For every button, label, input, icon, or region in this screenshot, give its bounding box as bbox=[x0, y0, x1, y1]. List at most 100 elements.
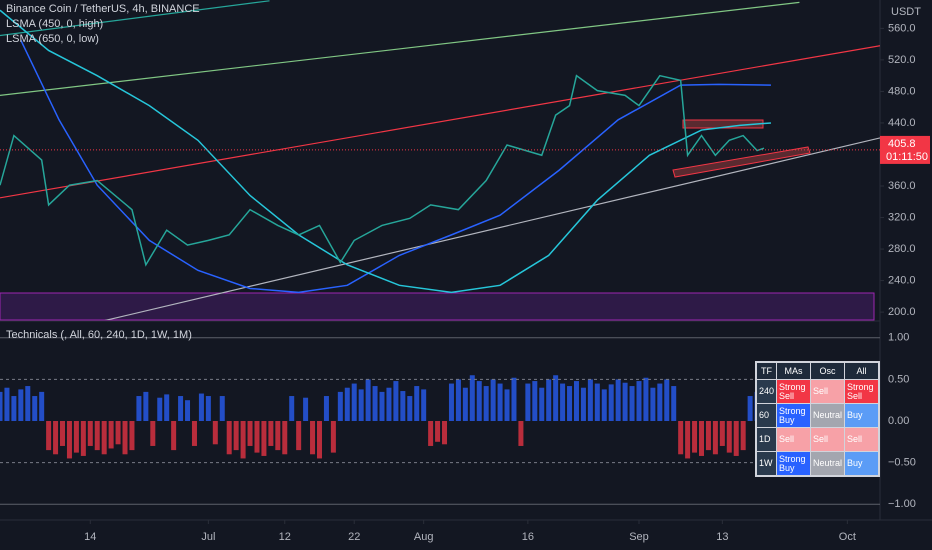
oscillator-bar bbox=[553, 375, 559, 421]
trend-line bbox=[0, 0, 270, 37]
oscillator-bar bbox=[205, 396, 211, 421]
table-cell: 240 bbox=[755, 379, 778, 404]
oscillator-bar bbox=[365, 379, 371, 421]
oscillator-bar bbox=[94, 421, 100, 451]
table-cell: Strong Buy bbox=[776, 451, 812, 477]
indicator-label: Technicals (, All, 60, 240, 1D, 1W, 1M) bbox=[6, 329, 192, 341]
y-tick-label: 240.0 bbox=[888, 274, 916, 286]
y-tick-label: 0.00 bbox=[888, 415, 909, 427]
chart-title: Binance Coin / TetherUS, 4h, BINANCE bbox=[6, 3, 200, 15]
oscillator-bar bbox=[740, 421, 746, 451]
table-cell: Sell bbox=[810, 427, 846, 452]
y-tick-label: 520.0 bbox=[888, 54, 916, 66]
oscillator-bar bbox=[53, 421, 59, 455]
oscillator-bar bbox=[678, 421, 684, 455]
y-tick-label: 280.0 bbox=[888, 243, 916, 255]
oscillator-bar bbox=[73, 421, 79, 453]
table-cell: Buy bbox=[844, 451, 880, 477]
x-tick-label: Aug bbox=[414, 531, 434, 543]
table-row: 1D Sell Sell Sell bbox=[755, 427, 880, 452]
ratings-table: TF MAs Osc All 240 Strong Sell Sell Strong Sell… bbox=[755, 361, 881, 477]
table-row: 60 Strong Buy Neutral Buy bbox=[755, 403, 880, 428]
x-tick-label: 12 bbox=[279, 531, 291, 543]
table-cell: Neutral bbox=[810, 403, 846, 428]
oscillator-bar bbox=[692, 421, 698, 453]
y-tick-label: 320.0 bbox=[888, 211, 916, 223]
oscillator-bar bbox=[254, 421, 260, 453]
oscillator-bar bbox=[698, 421, 704, 456]
oscillator-bar bbox=[435, 421, 441, 442]
y-tick-label: −0.50 bbox=[888, 457, 916, 469]
oscillator-bar bbox=[386, 387, 392, 421]
oscillator-bar bbox=[171, 421, 177, 451]
trend-line bbox=[104, 137, 880, 320]
oscillator-bar bbox=[233, 421, 239, 451]
y-tick-label: −1.00 bbox=[888, 498, 916, 510]
oscillator-bar bbox=[428, 421, 434, 446]
oscillator-bar bbox=[87, 421, 93, 446]
indicator-label: LSMA (450, 0, high) bbox=[6, 18, 104, 30]
table-cell: Strong Buy bbox=[776, 403, 812, 428]
oscillator-bar bbox=[330, 421, 336, 453]
oscillator-bar bbox=[122, 421, 128, 455]
oscillator-bar bbox=[657, 383, 663, 421]
oscillator-bar bbox=[372, 386, 378, 421]
oscillator-bar bbox=[671, 386, 677, 421]
oscillator-bar bbox=[462, 387, 468, 421]
countdown: 01:11:50 bbox=[886, 151, 928, 163]
oscillator-bar bbox=[191, 421, 197, 446]
oscillator-bar bbox=[712, 421, 718, 455]
oscillator-bar bbox=[18, 389, 24, 421]
y-tick-label: 560.0 bbox=[888, 22, 916, 34]
table-cell: 60 bbox=[755, 403, 778, 428]
oscillator-bar bbox=[587, 379, 593, 421]
x-tick-label: 13 bbox=[716, 531, 728, 543]
moving-average bbox=[0, 9, 772, 294]
oscillator-bar bbox=[115, 421, 121, 445]
table-cell: Sell bbox=[776, 427, 812, 452]
oscillator-bar bbox=[719, 421, 725, 446]
oscillator-bar bbox=[664, 379, 670, 421]
oscillator-bar bbox=[414, 386, 420, 421]
oscillator-bar bbox=[129, 421, 135, 451]
oscillator-bar bbox=[108, 421, 114, 449]
table-header: TF MAs Osc All bbox=[755, 361, 880, 380]
oscillator-bar bbox=[316, 421, 322, 459]
table-cell: Strong Sell bbox=[776, 379, 812, 404]
oscillator-bar bbox=[185, 400, 191, 421]
moving-average bbox=[20, 39, 771, 294]
oscillator-bar bbox=[455, 379, 461, 421]
table-cell: Buy bbox=[844, 403, 880, 428]
oscillator-bar bbox=[407, 396, 413, 421]
y-tick-label: 1.00 bbox=[888, 332, 909, 344]
oscillator-bar bbox=[379, 391, 385, 421]
oscillator-bar bbox=[573, 381, 579, 421]
oscillator-bar bbox=[303, 397, 309, 421]
oscillator-bar bbox=[296, 421, 302, 451]
oscillator-bar bbox=[0, 391, 3, 421]
currency: USDT bbox=[891, 6, 921, 18]
y-tick-label: 200.0 bbox=[888, 306, 916, 318]
oscillator-bar bbox=[580, 387, 586, 421]
oscillator-bar bbox=[643, 377, 649, 421]
oscillator-bar bbox=[219, 396, 225, 421]
oscillator-bar bbox=[497, 383, 503, 421]
header-cell: MAs bbox=[776, 361, 812, 380]
table-cell: Sell bbox=[810, 379, 846, 404]
trend-line bbox=[0, 45, 880, 199]
table-cell: Neutral bbox=[810, 451, 846, 477]
x-tick-label: Sep bbox=[629, 531, 649, 543]
oscillator-bar bbox=[80, 421, 86, 456]
oscillator-bar bbox=[39, 391, 45, 421]
oscillator-bar bbox=[157, 397, 163, 421]
price-badge bbox=[880, 135, 930, 164]
oscillator-bar bbox=[198, 393, 204, 421]
oscillator-bar bbox=[268, 421, 274, 446]
x-tick-label: 14 bbox=[84, 531, 96, 543]
price-label: 405.8 bbox=[888, 138, 916, 150]
x-tick-label: Oct bbox=[839, 531, 856, 543]
oscillator-bar bbox=[143, 391, 149, 421]
x-tick-label: 16 bbox=[522, 531, 534, 543]
oscillator-bar bbox=[636, 381, 642, 421]
oscillator-bar bbox=[310, 421, 316, 455]
